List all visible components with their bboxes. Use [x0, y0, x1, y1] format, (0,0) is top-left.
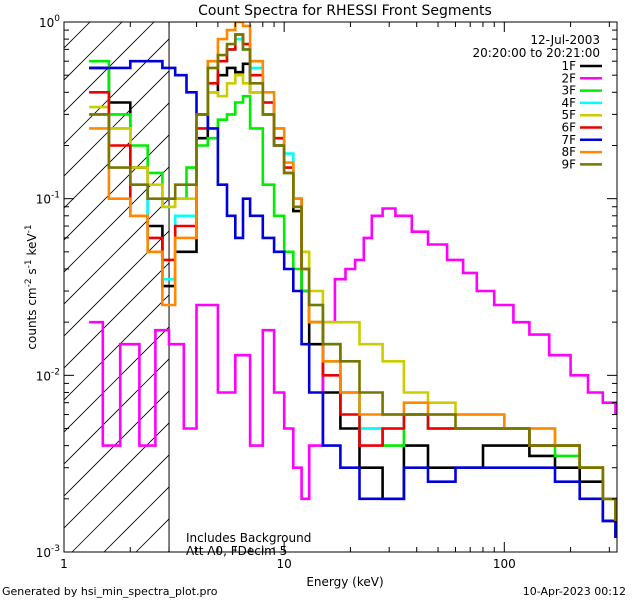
footer-timestamp: 10-Apr-2023 00:12 — [523, 585, 626, 598]
x-tick-label: 10 — [277, 557, 292, 571]
x-axis-label: Energy (keV) — [306, 575, 383, 589]
legend-label-3f: 3F — [561, 84, 576, 98]
series-line-7f — [89, 59, 617, 538]
x-axis: 1 10 100 — [60, 22, 610, 571]
series-line-4f — [89, 37, 617, 521]
attenuator-hatch-region — [64, 22, 170, 552]
y-tick-label: 100 — [39, 14, 60, 30]
legend-date: 12-Jul-2003 — [530, 33, 600, 47]
y-axis-label: counts cm-2 s-1 keV-1 — [24, 224, 39, 349]
y-axis: 100 10-1 10-2 10-3 — [36, 14, 617, 560]
x-tick-label: 100 — [493, 557, 516, 571]
series-line-6f — [89, 33, 617, 521]
annotation-box: Includes Background Att A0, FDecim 5 — [186, 531, 311, 558]
x-tick-label: 1 — [60, 557, 68, 571]
legend-label-5f: 5F — [561, 108, 576, 122]
legend-label-6f: 6F — [561, 121, 576, 135]
legend-label-1f: 1F — [561, 59, 576, 73]
series-layer — [89, 22, 617, 538]
series-line-9f — [89, 33, 617, 521]
legend-label-8f: 8F — [561, 145, 576, 159]
series-line-2f — [89, 207, 617, 501]
chart-title: Count Spectra for RHESSI Front Segments — [198, 3, 492, 19]
legend: 12-Jul-2003 20:20:00 to 20:21:00 1F2F3F4… — [473, 33, 602, 171]
series-line-3f — [89, 59, 617, 521]
legend-label-7f: 7F — [561, 133, 576, 147]
y-tick-label: 10-1 — [36, 191, 60, 207]
legend-label-4f: 4F — [561, 96, 576, 110]
plot-frame — [63, 21, 618, 553]
annotation-background: Includes Background — [186, 531, 311, 545]
legend-label-9f: 9F — [561, 157, 576, 171]
series-line-5f — [89, 73, 617, 521]
legend-label-2f: 2F — [561, 71, 576, 85]
footer-generated-by: Generated by hsi_min_spectra_plot.pro — [2, 585, 218, 598]
y-tick-label: 10-3 — [36, 544, 60, 560]
y-tick-label: 10-2 — [36, 367, 60, 383]
legend-time-range: 20:20:00 to 20:21:00 — [473, 46, 600, 60]
annotation-attenuator: Att A0, FDecim 5 — [186, 544, 287, 558]
